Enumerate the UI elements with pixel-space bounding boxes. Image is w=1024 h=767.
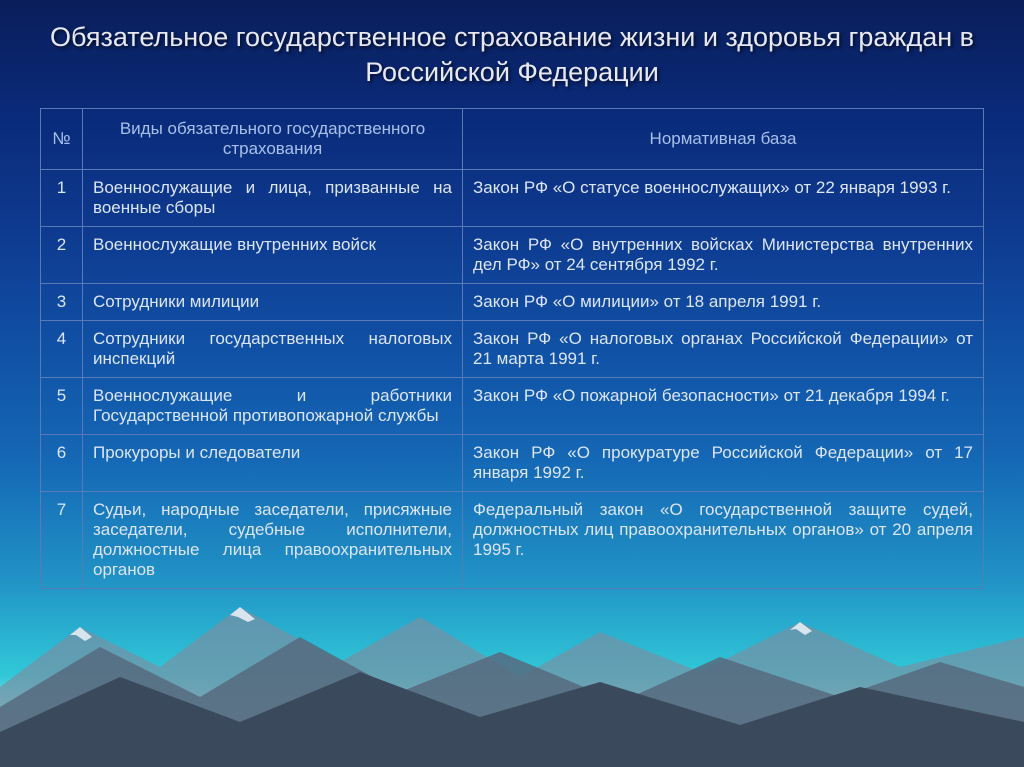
cell-num: 4 [41,321,83,378]
cell-norm: Федеральный закон «О государственной защ… [463,492,984,589]
cell-type: Сотрудники милиции [83,284,463,321]
cell-norm: Закон РФ «О пожарной безопасности» от 21… [463,378,984,435]
cell-num: 5 [41,378,83,435]
cell-num: 2 [41,227,83,284]
mountain-background [0,567,1024,767]
cell-type: Военнослужащие и работники Государственн… [83,378,463,435]
slide-title: Обязательное государственное страхование… [40,20,984,90]
header-num: № [41,109,83,170]
table-row: 3Сотрудники милицииЗакон РФ «О милиции» … [41,284,984,321]
header-norm: Нормативная база [463,109,984,170]
table-row: 6Прокуроры и следователиЗакон РФ «О прок… [41,435,984,492]
cell-num: 7 [41,492,83,589]
cell-norm: Закон РФ «О милиции» от 18 апреля 1991 г… [463,284,984,321]
cell-type: Военнослужащие и лица, призванные на вое… [83,170,463,227]
table-row: 5Военнослужащие и работники Государствен… [41,378,984,435]
cell-num: 3 [41,284,83,321]
cell-norm: Закон РФ «О внутренних войсках Министерс… [463,227,984,284]
cell-norm: Закон РФ «О прокуратуре Российской Федер… [463,435,984,492]
table-row: 4Сотрудники государственных налоговых ин… [41,321,984,378]
table-row: 2Военнослужащие внутренних войскЗакон РФ… [41,227,984,284]
cell-norm: Закон РФ «О налоговых органах Российской… [463,321,984,378]
table-row: 7Судьи, народные заседатели, присяжные з… [41,492,984,589]
table-header-row: № Виды обязательного государственного ст… [41,109,984,170]
cell-type: Сотрудники государственных налоговых инс… [83,321,463,378]
header-type: Виды обязательного государственного стра… [83,109,463,170]
cell-norm: Закон РФ «О статусе военнослужащих» от 2… [463,170,984,227]
table-row: 1Военнослужащие и лица, призванные на во… [41,170,984,227]
insurance-table: № Виды обязательного государственного ст… [40,108,984,589]
cell-type: Военнослужащие внутренних войск [83,227,463,284]
cell-num: 1 [41,170,83,227]
cell-type: Судьи, народные заседатели, присяжные за… [83,492,463,589]
cell-num: 6 [41,435,83,492]
cell-type: Прокуроры и следователи [83,435,463,492]
